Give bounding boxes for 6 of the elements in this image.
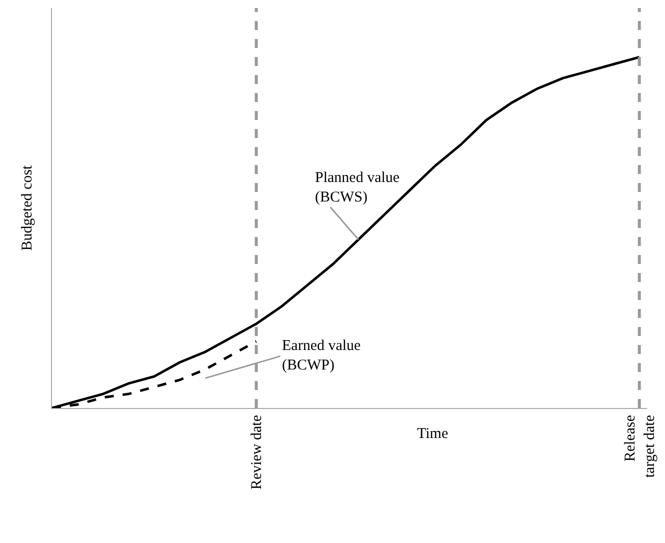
annotation: Planned value (BCWS) (315, 170, 400, 206)
annotation: Earned value (BCWP) (282, 338, 362, 374)
x-tick-label: Release target date (622, 414, 658, 478)
x-tick-label: Review date (249, 414, 266, 490)
x-axis-title: Time (417, 426, 448, 442)
y-axis-title: Budgeted cost (19, 164, 36, 251)
